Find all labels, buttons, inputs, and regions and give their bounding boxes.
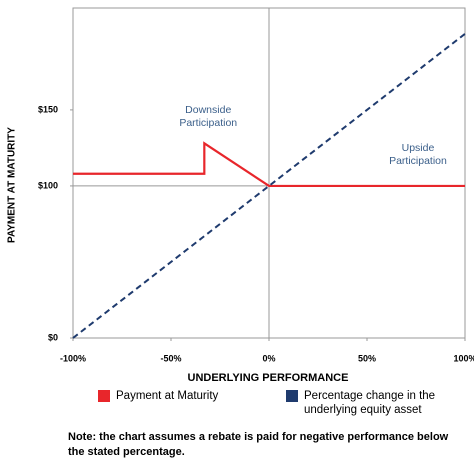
annotation-line: Downside — [185, 104, 231, 116]
x-tick-label: 50% — [358, 353, 376, 363]
series-line — [73, 141, 465, 188]
x-tick-label: -100% — [60, 353, 86, 363]
legend-label: Percentage change in the underlying equi… — [304, 390, 436, 416]
annotation-line: Participation — [389, 155, 447, 167]
legend-swatch — [98, 390, 110, 402]
x-axis-title: UNDERLYING PERFORMANCE — [188, 372, 349, 384]
annotation-line: Upside — [402, 142, 435, 154]
x-tick-label: -50% — [160, 353, 181, 363]
y-tick-label: $150 — [38, 104, 58, 114]
annotation: Downside Participation — [179, 104, 237, 129]
note: Note: the chart assumes a rebate is paid… — [68, 431, 449, 458]
legend-label: Payment at Maturity — [116, 390, 219, 402]
x-tick-label: 0% — [262, 353, 275, 363]
annotation: Upside Participation — [389, 142, 447, 167]
x-tick-label: 100% — [453, 353, 474, 363]
y-axis-title: PAYMENT AT MATURITY — [7, 127, 18, 243]
legend-swatch — [286, 390, 298, 402]
y-tick-label: $0 — [48, 332, 58, 342]
series-line — [72, 33, 466, 339]
annotation-line: Participation — [179, 117, 237, 129]
y-tick-label: $100 — [38, 180, 58, 190]
